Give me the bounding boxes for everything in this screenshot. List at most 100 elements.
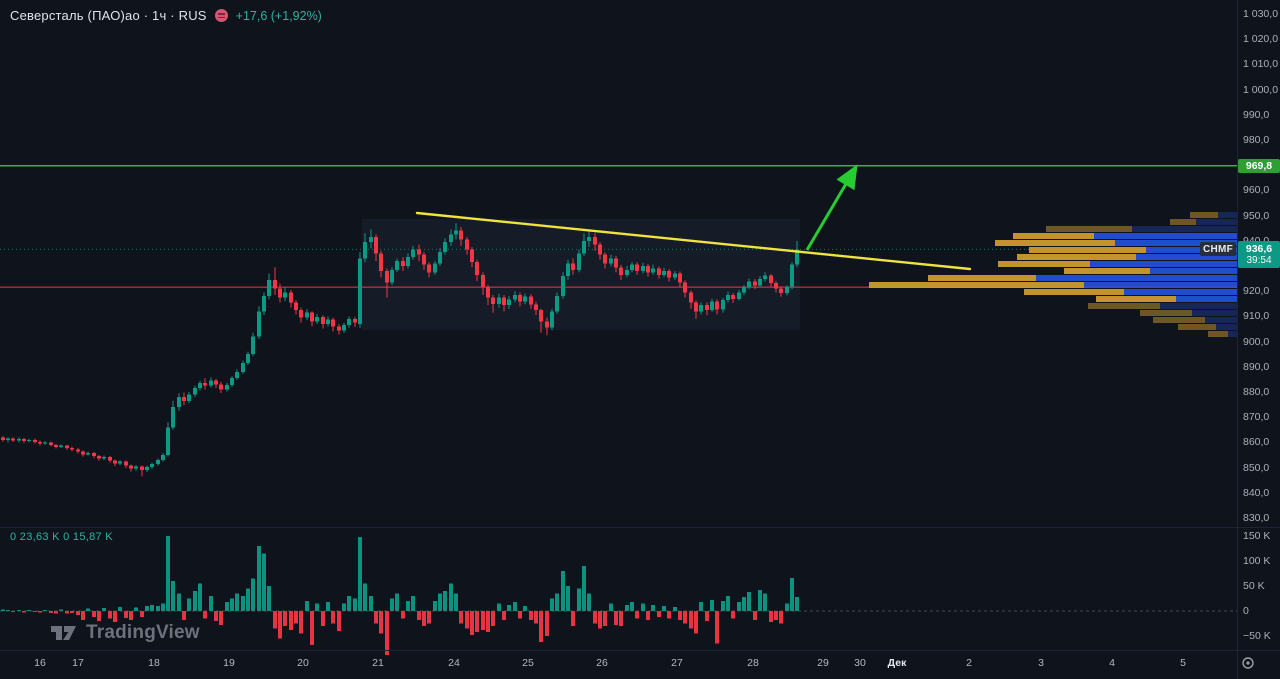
time-axis-label: 4: [1109, 657, 1115, 669]
candle-body: [497, 297, 501, 304]
volume-bar: [38, 611, 42, 613]
candle-body: [545, 321, 549, 328]
volume-bar: [539, 611, 543, 642]
time-axis-label: Дек: [887, 657, 907, 669]
consolidation-box[interactable]: [362, 219, 800, 330]
candle-body: [710, 301, 714, 311]
time-axis[interactable]: [0, 651, 1280, 679]
volume-bar: [257, 546, 261, 611]
candle-body: [523, 296, 527, 302]
tradingview-logo-icon: [51, 626, 76, 640]
volume-profile-down-segment: [1024, 289, 1124, 295]
volume-bar: [193, 591, 197, 611]
volume-bar: [475, 611, 479, 632]
volume-profile-down-segment: [1153, 317, 1205, 323]
volume-bar: [635, 611, 639, 619]
price-axis[interactable]: [1238, 0, 1280, 650]
time-axis-label: 3: [1038, 657, 1044, 669]
volume-profile-down-segment: [1013, 233, 1094, 239]
candle-body: [390, 269, 394, 283]
candle-body: [33, 439, 37, 442]
candle-wick: [141, 465, 143, 477]
time-axis-label: 19: [223, 657, 235, 669]
price-axis-label: 980,0: [1243, 134, 1270, 146]
volume-bar: [673, 607, 677, 611]
delayed-data-icon: [214, 9, 228, 22]
volume-bar: [582, 566, 586, 611]
axis-settings-gear-icon[interactable]: [1241, 656, 1255, 675]
descending-trendline[interactable]: [415, 211, 972, 271]
candle-body: [305, 312, 309, 318]
candle-body: [646, 266, 650, 273]
candle-body: [273, 279, 277, 289]
volume-bar: [214, 611, 218, 621]
candle-body: [667, 271, 671, 278]
volume-bar: [555, 593, 559, 611]
candle-body: [443, 242, 447, 253]
time-axis-divider: [0, 650, 1280, 651]
volume-bar: [342, 603, 346, 611]
volume-profile-up-segment: [1196, 219, 1237, 225]
candle-body: [454, 230, 458, 235]
candle-body: [737, 292, 741, 299]
candle-body: [561, 276, 565, 297]
volume-bar: [763, 593, 767, 611]
price-axis-label: 880,0: [1243, 386, 1270, 398]
candle-body: [689, 292, 693, 303]
candle-body: [310, 312, 314, 322]
candle-body: [6, 438, 10, 440]
volume-bar: [337, 611, 341, 631]
volume-bar: [278, 611, 282, 639]
tradingview-logo[interactable]: TradingView: [50, 622, 200, 644]
breakout-arrow[interactable]: [805, 164, 858, 251]
volume-bar: [577, 588, 581, 611]
volume-bar: [657, 611, 661, 617]
price-axis-label: 990,0: [1243, 109, 1270, 121]
volume-bar: [374, 611, 378, 624]
candle-body: [251, 336, 255, 355]
volume-bar: [294, 611, 298, 624]
candle-body: [475, 262, 479, 275]
volume-bar: [502, 611, 506, 620]
candle-body: [65, 445, 69, 448]
volume-profile-up-segment: [1228, 331, 1237, 337]
volume-bar: [753, 611, 757, 620]
volume-profile-up-segment: [1115, 240, 1237, 246]
candle-body: [108, 457, 112, 461]
price-axis-label: 950,0: [1243, 210, 1270, 222]
volume-bar: [705, 611, 709, 621]
candle-body: [235, 371, 239, 379]
volume-bar: [454, 593, 458, 611]
candle-body: [395, 260, 399, 270]
volume-axis-label: 0: [1243, 605, 1249, 617]
candle-body: [337, 326, 341, 331]
candle-body: [241, 363, 245, 372]
volume-bar: [97, 611, 101, 621]
volume-bar: [433, 601, 437, 611]
volume-profile-down-segment: [1046, 226, 1132, 232]
volume-profile-down-segment: [998, 261, 1090, 267]
volume-bar: [491, 611, 495, 626]
candle-body: [427, 264, 431, 273]
candle-body: [363, 242, 367, 259]
volume-bar: [470, 611, 474, 635]
candle-body: [491, 297, 495, 304]
symbol-title[interactable]: Северсталь (ПАО)ао · 1ч · RUS: [10, 8, 207, 23]
volume-bar: [689, 611, 693, 629]
candle-body: [555, 296, 559, 312]
volume-indicator-legend[interactable]: 0 23,63 K 0 15,87 K: [10, 531, 113, 543]
volume-bar: [667, 611, 671, 619]
volume-bar: [246, 588, 250, 611]
candle-body: [43, 442, 47, 444]
candle-body: [619, 267, 623, 275]
candle-body: [422, 254, 426, 265]
pane-divider[interactable]: [0, 527, 1280, 528]
price-axis-label: 920,0: [1243, 285, 1270, 297]
candle-body: [779, 288, 783, 293]
volume-profile-down-segment: [928, 275, 1036, 281]
candle-body: [726, 294, 730, 301]
time-axis-label: 29: [817, 657, 829, 669]
time-axis-label: 28: [747, 657, 759, 669]
